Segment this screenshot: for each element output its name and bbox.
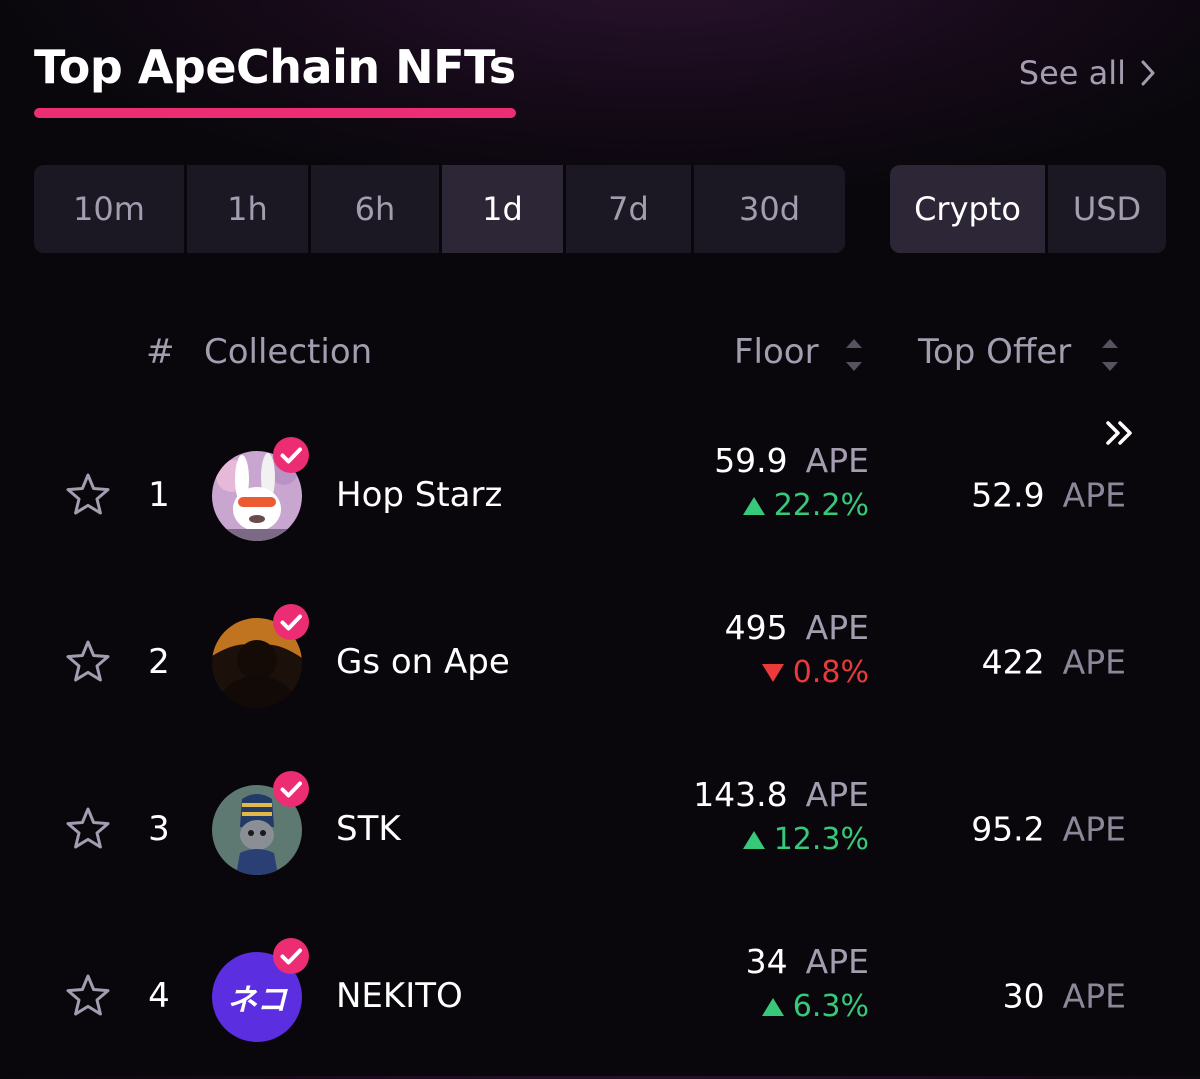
- verified-badge-icon: [273, 436, 309, 473]
- table-row[interactable]: 1 Hop Starz 59.9 APE 22.2% 52: [0, 411, 1200, 578]
- floor-change-value: 22.2%: [773, 488, 869, 523]
- top-offer-column-header[interactable]: Top Offer: [918, 332, 1072, 372]
- floor-change: 22.2%: [714, 488, 869, 523]
- collection-name[interactable]: Hop Starz: [336, 474, 503, 515]
- floor-change-value: 0.8%: [792, 655, 869, 690]
- verified-badge-icon: [273, 603, 309, 640]
- floor-cell: 495 APE 0.8%: [725, 608, 869, 690]
- top-offer-unit: APE: [1062, 809, 1126, 848]
- floor-change: 6.3%: [746, 989, 869, 1024]
- floor-column-header[interactable]: Floor: [734, 332, 819, 372]
- collection-name[interactable]: STK: [336, 808, 401, 849]
- top-offer-unit: APE: [1062, 475, 1126, 514]
- verified-badge-icon: [273, 937, 309, 974]
- star-outline-icon[interactable]: [64, 806, 112, 852]
- collection-name[interactable]: Gs on Ape: [336, 641, 510, 682]
- floor-unit: APE: [805, 608, 869, 647]
- floor-change-value: 12.3%: [773, 822, 869, 857]
- tab-7d[interactable]: 7d: [566, 165, 694, 253]
- sort-updown-icon[interactable]: [1099, 334, 1121, 376]
- collection-name[interactable]: NEKITO: [336, 975, 463, 1016]
- page-title: Top ApeChain NFTs: [34, 40, 516, 94]
- floor-cell: 143.8 APE 12.3%: [693, 775, 869, 857]
- tab-6h[interactable]: 6h: [311, 165, 442, 253]
- avatar[interactable]: [212, 603, 309, 708]
- tab-10m[interactable]: 10m: [34, 165, 187, 253]
- triangle-up-icon: [742, 496, 765, 515]
- top-offer-price: 422: [981, 642, 1045, 681]
- floor-change: 0.8%: [725, 655, 869, 690]
- tab-1h[interactable]: 1h: [187, 165, 311, 253]
- star-outline-icon[interactable]: [64, 472, 112, 518]
- avatar[interactable]: ネコ: [212, 937, 309, 1042]
- avatar[interactable]: [212, 436, 309, 541]
- top-offer-cell: 422 APE: [982, 642, 1126, 681]
- tab-usd[interactable]: USD: [1048, 165, 1166, 253]
- table-row[interactable]: 4 ネコ NEKITO 34 APE 6.3% 30 APE: [0, 912, 1200, 1079]
- floor-price: 143.8: [693, 775, 788, 814]
- top-offer-unit: APE: [1062, 642, 1126, 681]
- time-range-tabs: 10m 1h 6h 1d 7d 30d: [34, 165, 845, 253]
- title-underline: [34, 108, 516, 118]
- tab-30d[interactable]: 30d: [694, 165, 845, 253]
- star-outline-icon[interactable]: [64, 973, 112, 1019]
- triangle-down-icon: [761, 663, 784, 682]
- tab-1d[interactable]: 1d: [442, 165, 566, 253]
- double-chevron-right-icon[interactable]: [1104, 420, 1136, 446]
- top-offer-price: 52.9: [971, 475, 1045, 514]
- rank-column-header: #: [146, 332, 175, 372]
- nekito-avatar-text: ネコ: [227, 982, 287, 1018]
- rank-number: 1: [148, 474, 170, 515]
- see-all-link[interactable]: See all: [1019, 54, 1156, 92]
- table-row[interactable]: 3 STK 143.8 APE 12.3% 95.2 APE: [0, 745, 1200, 912]
- top-offer-price: 95.2: [971, 809, 1045, 848]
- floor-unit: APE: [805, 775, 869, 814]
- avatar[interactable]: [212, 770, 309, 875]
- see-all-label: See all: [1018, 54, 1126, 92]
- top-offer-cell: 52.9 APE: [971, 475, 1126, 514]
- top-offer-cell: 95.2 APE: [971, 809, 1126, 848]
- rank-number: 3: [148, 808, 170, 849]
- gs-on-ape-avatar: [212, 617, 302, 708]
- top-offer-unit: APE: [1062, 976, 1126, 1015]
- top-offer-price: 30: [1002, 976, 1045, 1015]
- tab-crypto[interactable]: Crypto: [890, 165, 1048, 253]
- hop-starz-avatar: [212, 450, 302, 541]
- floor-unit: APE: [805, 441, 869, 480]
- rank-number: 4: [148, 975, 170, 1016]
- floor-change: 12.3%: [693, 822, 869, 857]
- stk-avatar: [212, 784, 302, 875]
- collection-column-header: Collection: [204, 332, 373, 372]
- triangle-up-icon: [761, 997, 784, 1016]
- floor-unit: APE: [805, 942, 869, 981]
- currency-tabs: Crypto USD: [890, 165, 1166, 253]
- floor-price: 59.9: [714, 441, 788, 480]
- rank-number: 2: [148, 641, 170, 682]
- star-outline-icon[interactable]: [64, 639, 112, 685]
- sort-updown-icon[interactable]: [843, 334, 865, 376]
- table-row[interactable]: 2 Gs on Ape 495 APE 0.8% 422 APE: [0, 578, 1200, 745]
- floor-price: 495: [724, 608, 788, 647]
- chevron-right-icon: [1141, 60, 1155, 86]
- floor-cell: 34 APE 6.3%: [746, 942, 869, 1024]
- floor-price: 34: [745, 942, 788, 981]
- verified-badge-icon: [273, 770, 309, 807]
- top-offer-cell: 30 APE: [1003, 976, 1126, 1015]
- floor-change-value: 6.3%: [792, 989, 869, 1024]
- triangle-up-icon: [742, 830, 765, 849]
- floor-cell: 59.9 APE 22.2%: [714, 441, 869, 523]
